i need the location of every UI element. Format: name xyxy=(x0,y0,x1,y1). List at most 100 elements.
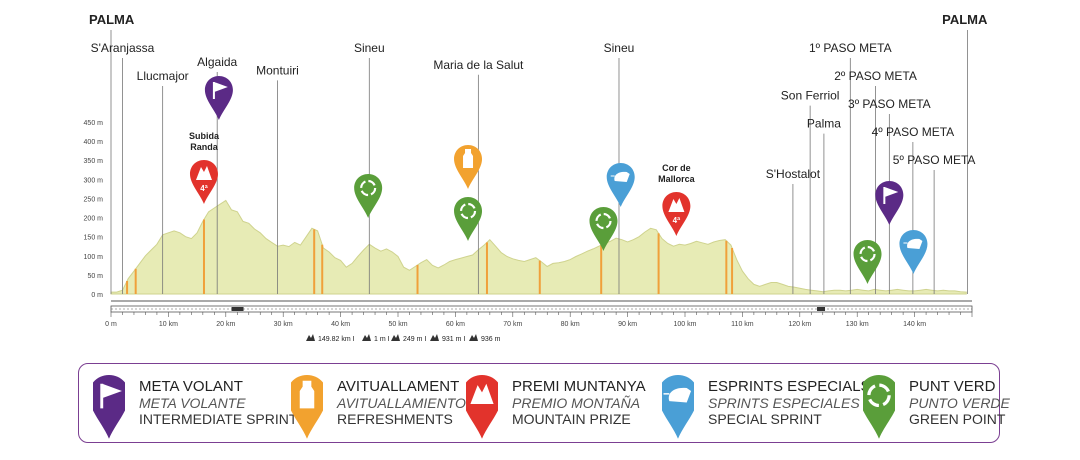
x-tick-label: 130 km xyxy=(846,321,869,328)
x-tick-label: 90 km xyxy=(618,321,637,328)
summary-icon xyxy=(391,334,400,341)
x-axis-segment-marker xyxy=(231,307,244,311)
pin-body xyxy=(606,163,635,207)
meta-volante-pin xyxy=(204,76,233,120)
punt-verd-pin xyxy=(853,240,882,284)
legend-en-label: INTERMEDIATE SPRINT xyxy=(139,411,298,427)
place-label: S'Aranjassa xyxy=(91,41,155,55)
esprint-pin xyxy=(899,230,928,274)
legend-en-label: GREEN POINT xyxy=(909,411,1006,427)
summary-value: 249 m I xyxy=(403,336,426,343)
y-axis: 450 m 400 m 350 m 300 m 250 m 200 m 150 m 100 m… xyxy=(84,120,104,299)
place-label: Son Ferriol xyxy=(781,89,840,103)
x-tick-label: 100 km xyxy=(674,321,697,328)
pin-body xyxy=(93,375,125,439)
summary-value: 149.82 km I xyxy=(318,336,355,343)
pin-body xyxy=(863,375,895,439)
x-tick-label: 0 m xyxy=(105,321,117,328)
x-tick-label: 60 km xyxy=(446,321,465,328)
summary-value: 1 m I xyxy=(374,336,390,343)
y-tick-label: 100 m xyxy=(84,254,104,261)
flag-icon xyxy=(883,187,899,204)
place-label: PALMA xyxy=(89,12,135,27)
x-tick-label: 120 km xyxy=(788,321,811,328)
recycle-icon xyxy=(595,212,612,230)
elevation-area xyxy=(110,199,967,295)
bottle-icon xyxy=(463,149,474,168)
pin-body xyxy=(466,375,498,439)
place-labels: PALMA S'Aranjassa Llucmajor Algaida Montuiri… xyxy=(89,12,988,181)
punt-verd-icon xyxy=(863,375,895,439)
pin-body xyxy=(662,192,691,236)
x-tick-label: 110 km xyxy=(731,321,754,328)
esprint-icon xyxy=(662,375,694,439)
sprint-icon xyxy=(668,387,692,403)
pin-body xyxy=(189,160,218,204)
premi-pin xyxy=(466,375,498,439)
x-axis: 0 m 10 km 20 km 30 km 40 km 50 km 60 km 70 km 80… xyxy=(105,300,973,328)
legend-main-label: META VOLANT xyxy=(139,378,243,395)
pin-body xyxy=(875,181,904,225)
legend-text: META VOLANT META VOLANTE INTERMEDIATE SPRI… xyxy=(139,378,297,427)
pin-body xyxy=(454,197,483,241)
y-tick-label: 350 m xyxy=(84,158,104,165)
legend-box: META VOLANT META VOLANTE INTERMEDIATE SPRI… xyxy=(78,363,1010,443)
pin-body xyxy=(662,375,694,439)
esprint-pin xyxy=(606,163,635,207)
legend-es-label: META VOLANTE xyxy=(139,395,246,411)
place-label: 1º PASO META xyxy=(809,41,892,55)
y-tick-label: 450 m xyxy=(84,120,104,127)
x-tick-label: 70 km xyxy=(503,321,522,328)
mountain-icon xyxy=(470,383,494,404)
place-label: S'Hostalot xyxy=(766,167,821,181)
place-label: Sineu xyxy=(604,41,635,55)
meta-volante-pin xyxy=(875,181,904,225)
x-tick-label: 30 km xyxy=(274,321,293,328)
pin-body xyxy=(354,174,383,218)
legend-text: PREMI MUNTANYA PREMIO MONTAÑA MOUNTAIN PRI… xyxy=(512,378,646,427)
climb-category-label: 4ª xyxy=(673,216,680,225)
mountain-icon xyxy=(195,166,212,180)
legend-text: AVITUALLAMENT AVITUALLAMIENTO REFRESHMENTS xyxy=(337,378,466,427)
x-tick-label: 140 km xyxy=(903,321,926,328)
flag-icon xyxy=(212,82,228,99)
climb-label: Subida xyxy=(189,131,220,141)
premi-pin: 4ª xyxy=(662,192,691,236)
place-label: Algaida xyxy=(197,55,237,69)
x-tick-label: 80 km xyxy=(561,321,580,328)
summary-value: 936 m xyxy=(481,336,501,343)
y-tick-label: 150 m xyxy=(84,235,104,242)
climb-label: Mallorca xyxy=(658,174,696,184)
legend-main-label: AVITUALLAMENT xyxy=(337,378,460,395)
place-label: PALMA xyxy=(942,12,988,27)
stage-profile-chart: 450 m 400 m 350 m 300 m 250 m 200 m 150 m 100 m… xyxy=(84,12,988,343)
pin-body xyxy=(204,76,233,120)
sprint-icon xyxy=(614,171,630,182)
climb-label: Randa xyxy=(190,142,219,152)
meta-volante-icon xyxy=(93,375,125,439)
flag-icon xyxy=(100,383,122,409)
punt-verd-pin xyxy=(863,375,895,439)
mountain-icon xyxy=(668,198,685,212)
x-tick-label: 10 km xyxy=(159,321,178,328)
summary-icon xyxy=(430,334,439,341)
legend-es-label: SPRINTS ESPECIALES xyxy=(708,395,860,411)
place-label: 3º PASO META xyxy=(848,97,931,111)
y-tick-label: 300 m xyxy=(84,177,104,184)
summary-icon xyxy=(306,334,315,341)
y-tick-label: 400 m xyxy=(84,139,104,146)
legend-text: PUNT VERD PUNTO VERDE GREEN POINT xyxy=(909,378,1010,427)
avituallament-icon xyxy=(291,375,323,439)
stage-summary: 149.82 km I 1 m I 249 m I 931 m I 936 m xyxy=(306,334,501,343)
place-label: Palma xyxy=(807,117,841,131)
legend-en-label: SPECIAL SPRINT xyxy=(708,411,822,427)
recycle-icon xyxy=(859,245,876,263)
legend-es-label: AVITUALLAMIENTO xyxy=(337,395,466,411)
place-label: 5º PASO META xyxy=(893,153,976,167)
recycle-icon xyxy=(459,202,477,220)
legend-en-label: REFRESHMENTS xyxy=(337,411,453,427)
sprint-icon xyxy=(907,238,923,249)
avituallament-pin xyxy=(454,145,483,189)
place-label: Sineu xyxy=(354,41,385,55)
